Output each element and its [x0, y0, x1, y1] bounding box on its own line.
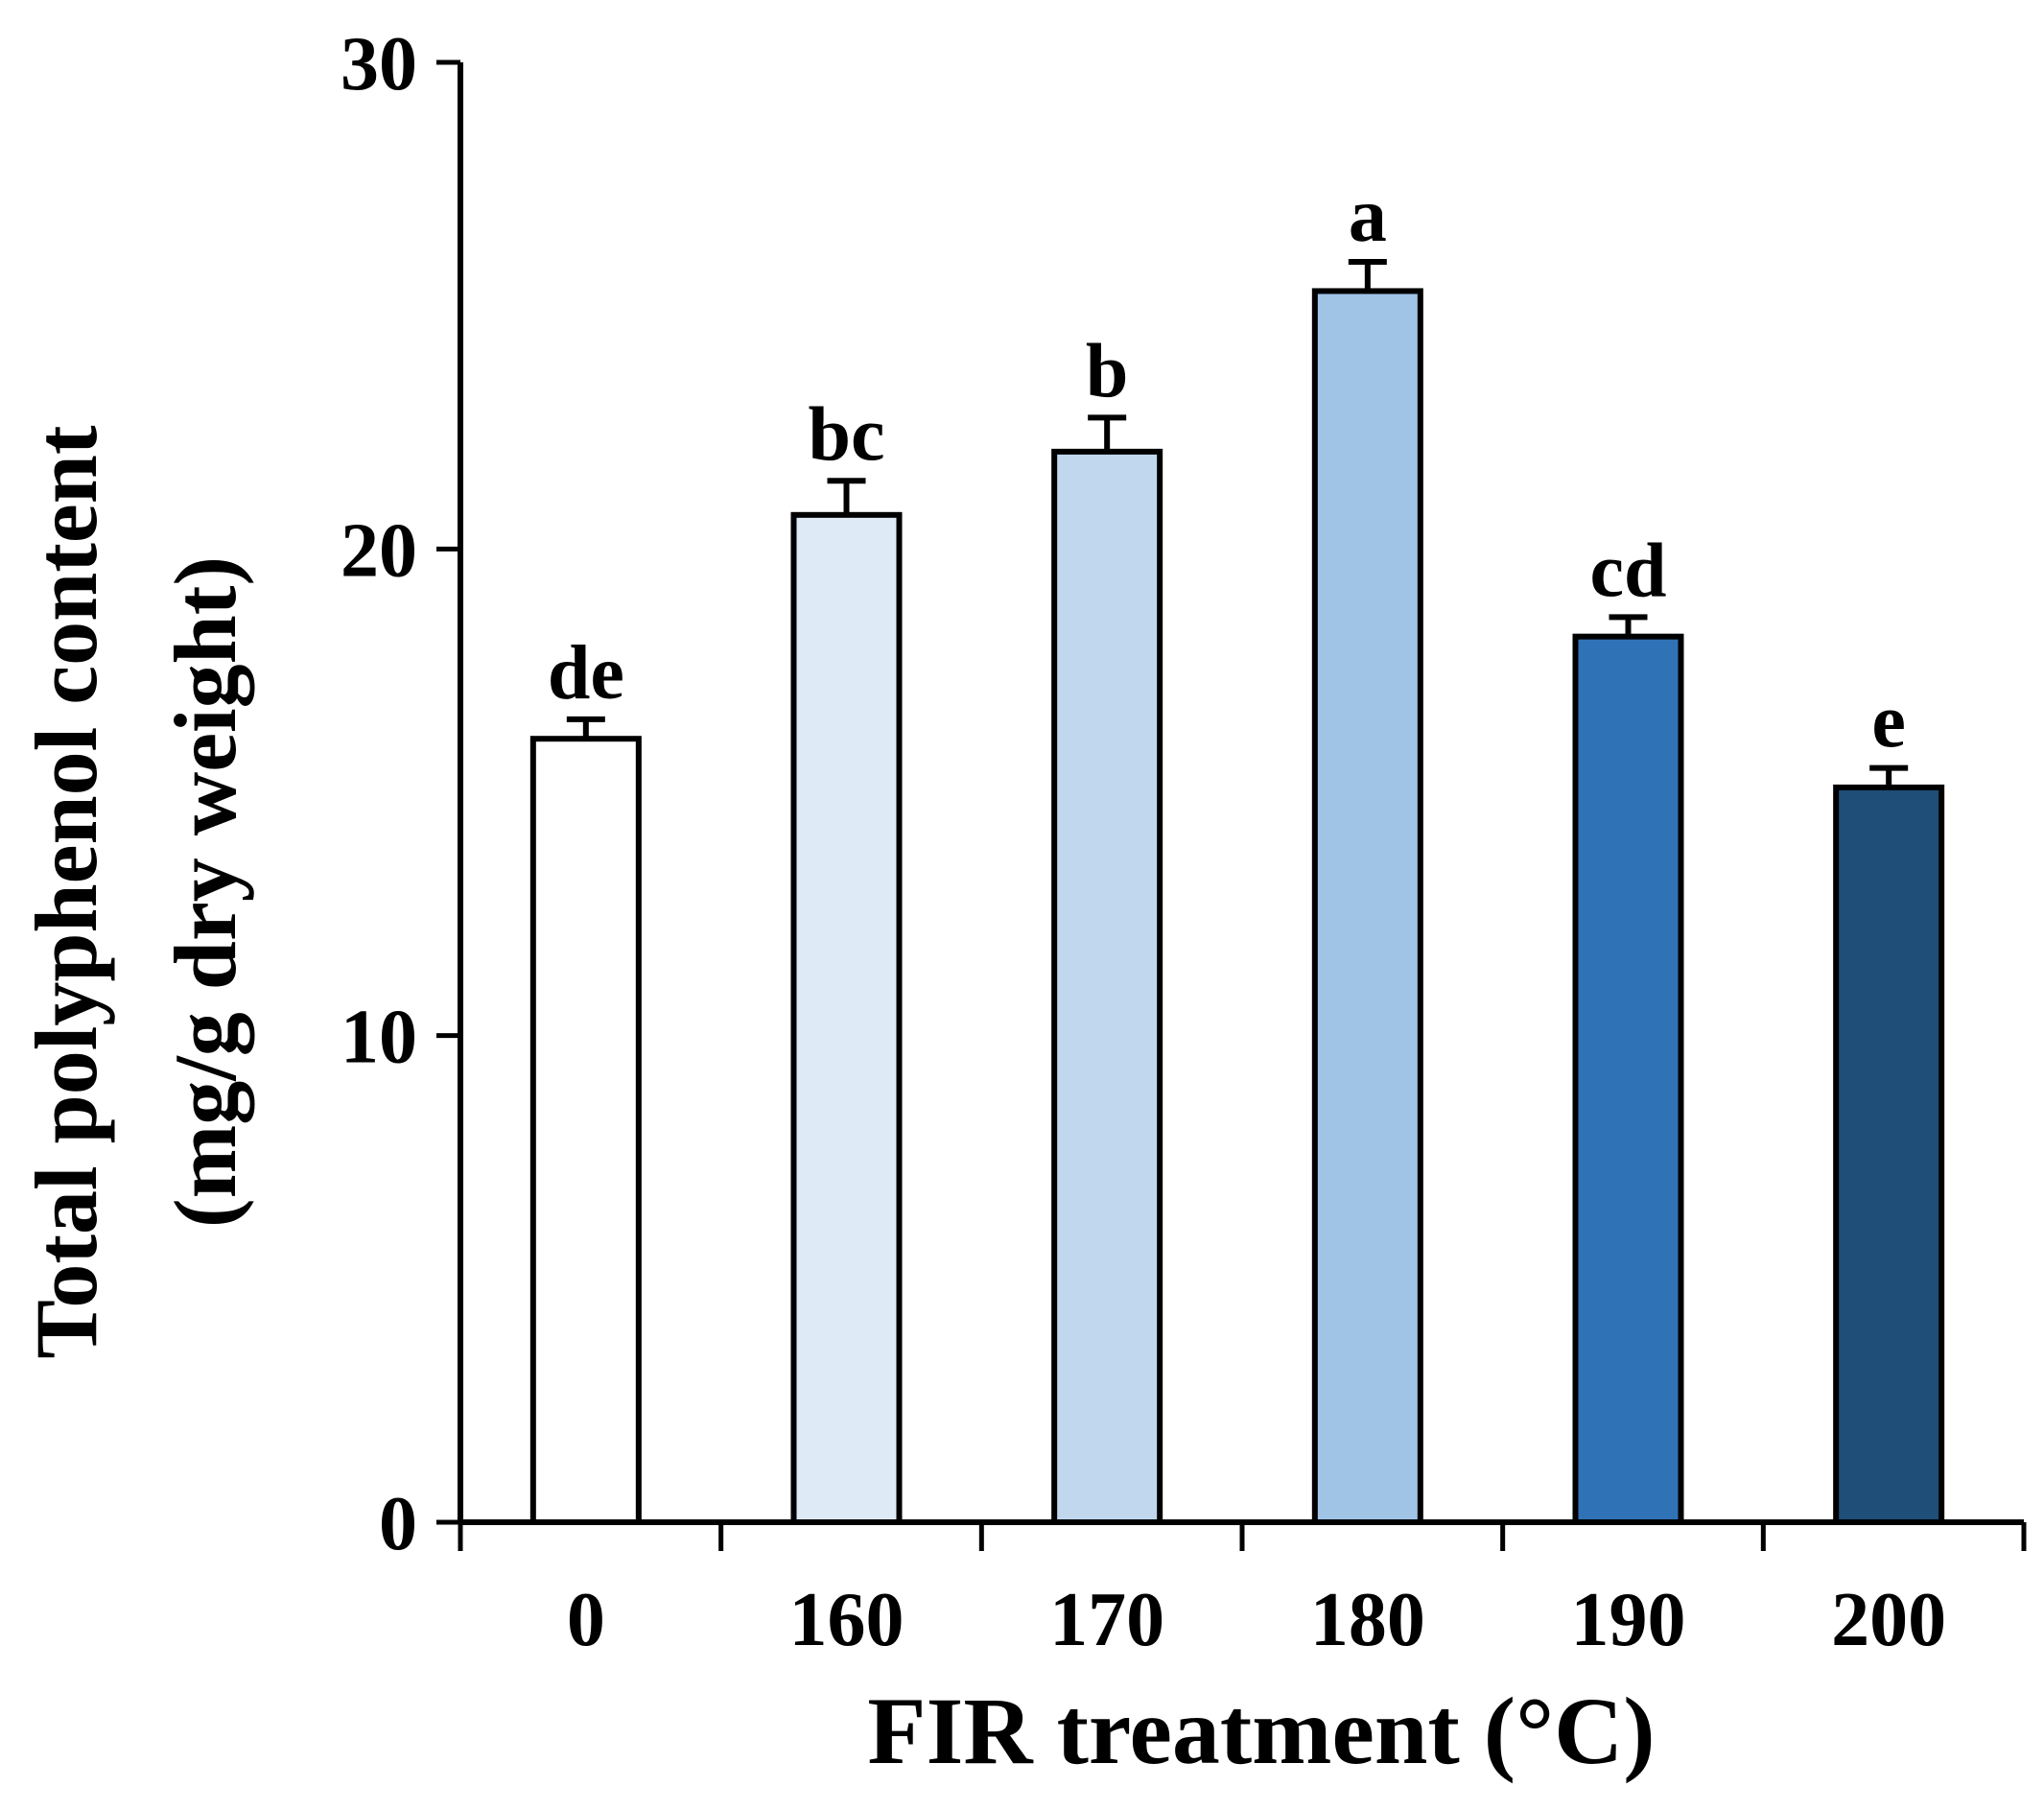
- y-tick-label: 30: [341, 22, 417, 106]
- bar: [1572, 633, 1684, 1525]
- significance-label: b: [1086, 329, 1129, 413]
- y-axis-title-line2: (mg/g dry weight): [156, 556, 254, 1228]
- significance-label: bc: [809, 392, 885, 477]
- bar: [790, 511, 903, 1526]
- x-axis-title: FIR treatment (°C): [867, 1678, 1655, 1784]
- y-axis-title-line1: Total polyphenol content: [17, 425, 115, 1358]
- x-tick-label: 180: [1310, 1578, 1425, 1662]
- significance-label: a: [1349, 174, 1387, 258]
- significance-label: de: [548, 631, 624, 716]
- axes: [436, 59, 2027, 1551]
- y-tick-label: 0: [379, 1482, 417, 1566]
- labels: 0 10 20 30 de 0 bc 160 b 170 a 180 cd 190 e 200 FIR trea…: [17, 22, 1946, 1784]
- bar: [529, 736, 642, 1525]
- x-tick-label: 200: [1831, 1578, 1946, 1662]
- y-tick-label: 10: [341, 996, 417, 1080]
- bars: [529, 259, 1945, 1526]
- significance-label: e: [1871, 680, 1906, 764]
- x-tick-label: 190: [1571, 1578, 1686, 1662]
- bar: [1311, 288, 1423, 1525]
- x-tick-label: 0: [567, 1578, 605, 1662]
- significance-label: cd: [1590, 529, 1667, 613]
- bar: [1051, 448, 1163, 1525]
- bar: [1833, 784, 1945, 1525]
- x-tick-label: 160: [789, 1578, 905, 1662]
- y-tick-label: 20: [341, 508, 417, 593]
- x-tick-label: 170: [1049, 1578, 1164, 1662]
